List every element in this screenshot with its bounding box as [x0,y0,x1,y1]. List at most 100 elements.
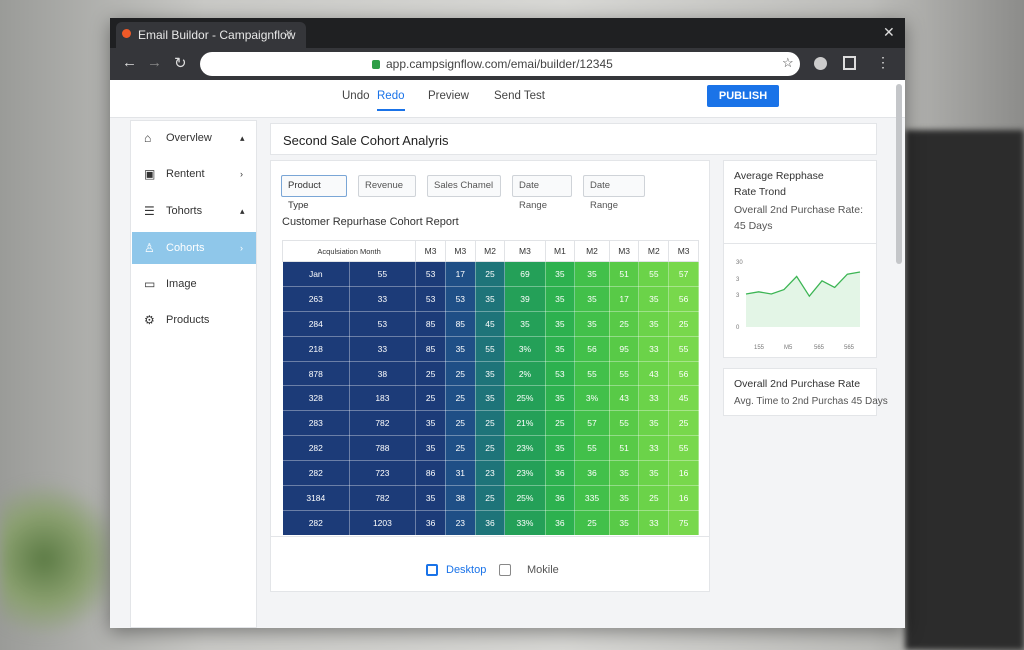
sidebar-item[interactable]: Products ⚙ [132,304,256,336]
sidebar-item[interactable]: Tohorts ☰ ▴ [132,195,256,227]
column-header: M2 [474,240,506,262]
filter-chip[interactable]: Date Range [583,175,645,211]
cell: 51 [608,261,640,287]
cell: 35 [474,360,506,387]
column-header: M3 [668,240,699,262]
summary-card: Overall 2nd Purchase Rate Avg. Time to 2… [723,368,888,416]
table-row: 878 38 25 25 35 2% 53 55 55 43 56 [282,360,699,387]
cell: 85 [444,310,476,337]
sidebar [130,120,257,628]
cell: 282 [282,435,350,462]
cell: 878 [282,360,350,387]
y-tick-label: 30 [736,260,743,266]
tab-close[interactable]: × [285,25,293,40]
cell: 282 [282,460,350,487]
extension[interactable] [843,56,856,70]
cell: 69 [504,261,546,287]
sidebar-icon: ⚙ [144,313,155,327]
table-row: 282 1203 36 23 36 33% 36 25 35 33 75 [282,509,699,536]
cell: 35 [608,460,640,487]
cell: 25 [474,485,506,511]
cell: 35 [638,285,670,312]
reload[interactable]: ↻ [174,55,187,72]
cell: 25 [544,410,576,437]
filter-chip[interactable]: Sales Chamel [427,175,501,197]
cell: 33 [638,385,670,412]
cell: 35 [504,310,546,337]
sidebar-item[interactable]: Overvlew ⌂ ▴ [132,122,256,154]
cell: 35 [474,385,506,412]
table-row: 3184 782 35 38 25 25% 36 335 35 25 16 [282,485,699,511]
cell: 16 [668,460,699,487]
table-row: 282 788 35 25 25 23% 35 55 51 33 55 [282,435,699,462]
cell: 35 [444,335,476,362]
cell: 95 [608,335,640,362]
chevron: › [240,169,243,179]
x-tick-label: 155 [754,345,765,351]
cell: 38 [348,360,417,387]
cell: 38 [444,485,476,511]
tab[interactable]: Email Buildor - Campaignflow [116,22,306,48]
toolbar-item[interactable]: Send Test [494,90,545,102]
cell: 284 [282,310,350,337]
cell: 2% [504,360,546,387]
cell: 35 [474,285,506,312]
cell: 55 [348,261,417,287]
cell: 25 [415,360,446,387]
cell: 53 [415,285,446,312]
cell: 21% [504,410,546,437]
summary-subtitle: Avg. Time to 2nd Purchas 45 Days [734,396,888,407]
sidebar-item[interactable]: Image ▭ [132,268,256,300]
publish-button[interactable]: PUBLISH [707,85,779,107]
toolbar-item[interactable]: Undo [342,90,370,102]
cell: 35 [415,435,446,462]
url-field[interactable]: app.campsignflow.com/emai/builder/12345 [200,52,800,76]
cell: 35 [608,509,640,536]
table-row: 263 33 53 53 35 39 35 35 17 35 56 [282,285,699,312]
extension[interactable] [814,57,827,70]
cell: 35 [638,310,670,337]
sidebar-item[interactable]: Cohorts ♙ › [132,232,256,264]
trend-card: Average Repphase Rate Trond Overall 2nd … [723,160,877,358]
cell: 35 [544,285,576,312]
cell: 17 [444,261,476,287]
cell: 25 [444,385,476,412]
toolbar-item[interactable]: Preview [428,90,469,102]
cell: 1203 [348,509,417,536]
sidebar-icon: ⌂ [144,131,152,145]
cell: 25 [638,485,670,511]
cell: 53 [415,261,446,287]
cell: 55 [574,360,610,387]
toolbar-item[interactable]: Redo [377,90,405,111]
cell: 723 [348,460,417,487]
cell: 35 [574,261,610,287]
filter-chip[interactable]: Product Type [281,175,347,211]
filter-chip[interactable]: Revenue [358,175,416,197]
cell: 23% [504,435,546,462]
report-title: Customer Repurhase Cohort Report [282,216,459,228]
table-row: 328 183 25 25 35 25% 35 3% 43 33 45 [282,385,699,412]
chevron: › [240,243,243,253]
star[interactable]: ☆ [782,55,794,70]
cell: 25 [474,435,506,462]
lock [372,60,380,69]
cell: 43 [608,385,640,412]
menu[interactable]: ⋮ [876,54,890,70]
filter-chip[interactable]: Date Range [512,175,572,211]
cell: 45 [474,310,506,337]
sidebar-item[interactable]: Rentent ▣ › [132,158,256,190]
window-close[interactable]: ✕ [883,24,895,40]
mobile-view[interactable]: Mokile [527,564,559,576]
cell: 782 [348,410,417,437]
cell: 51 [608,435,640,462]
back[interactable]: ← [122,54,137,71]
cell: 57 [668,261,699,287]
desktop-icon [426,564,438,576]
forward[interactable]: → [147,54,162,71]
cell: 45 [668,385,699,412]
desktop-view[interactable]: Desktop [446,564,487,576]
cohort-table: Acqulsiation Month M3 M3 M2 M3 M1 M2 M3 M2 M3 Jan 5… [281,240,699,536]
cell: 55 [474,335,506,362]
